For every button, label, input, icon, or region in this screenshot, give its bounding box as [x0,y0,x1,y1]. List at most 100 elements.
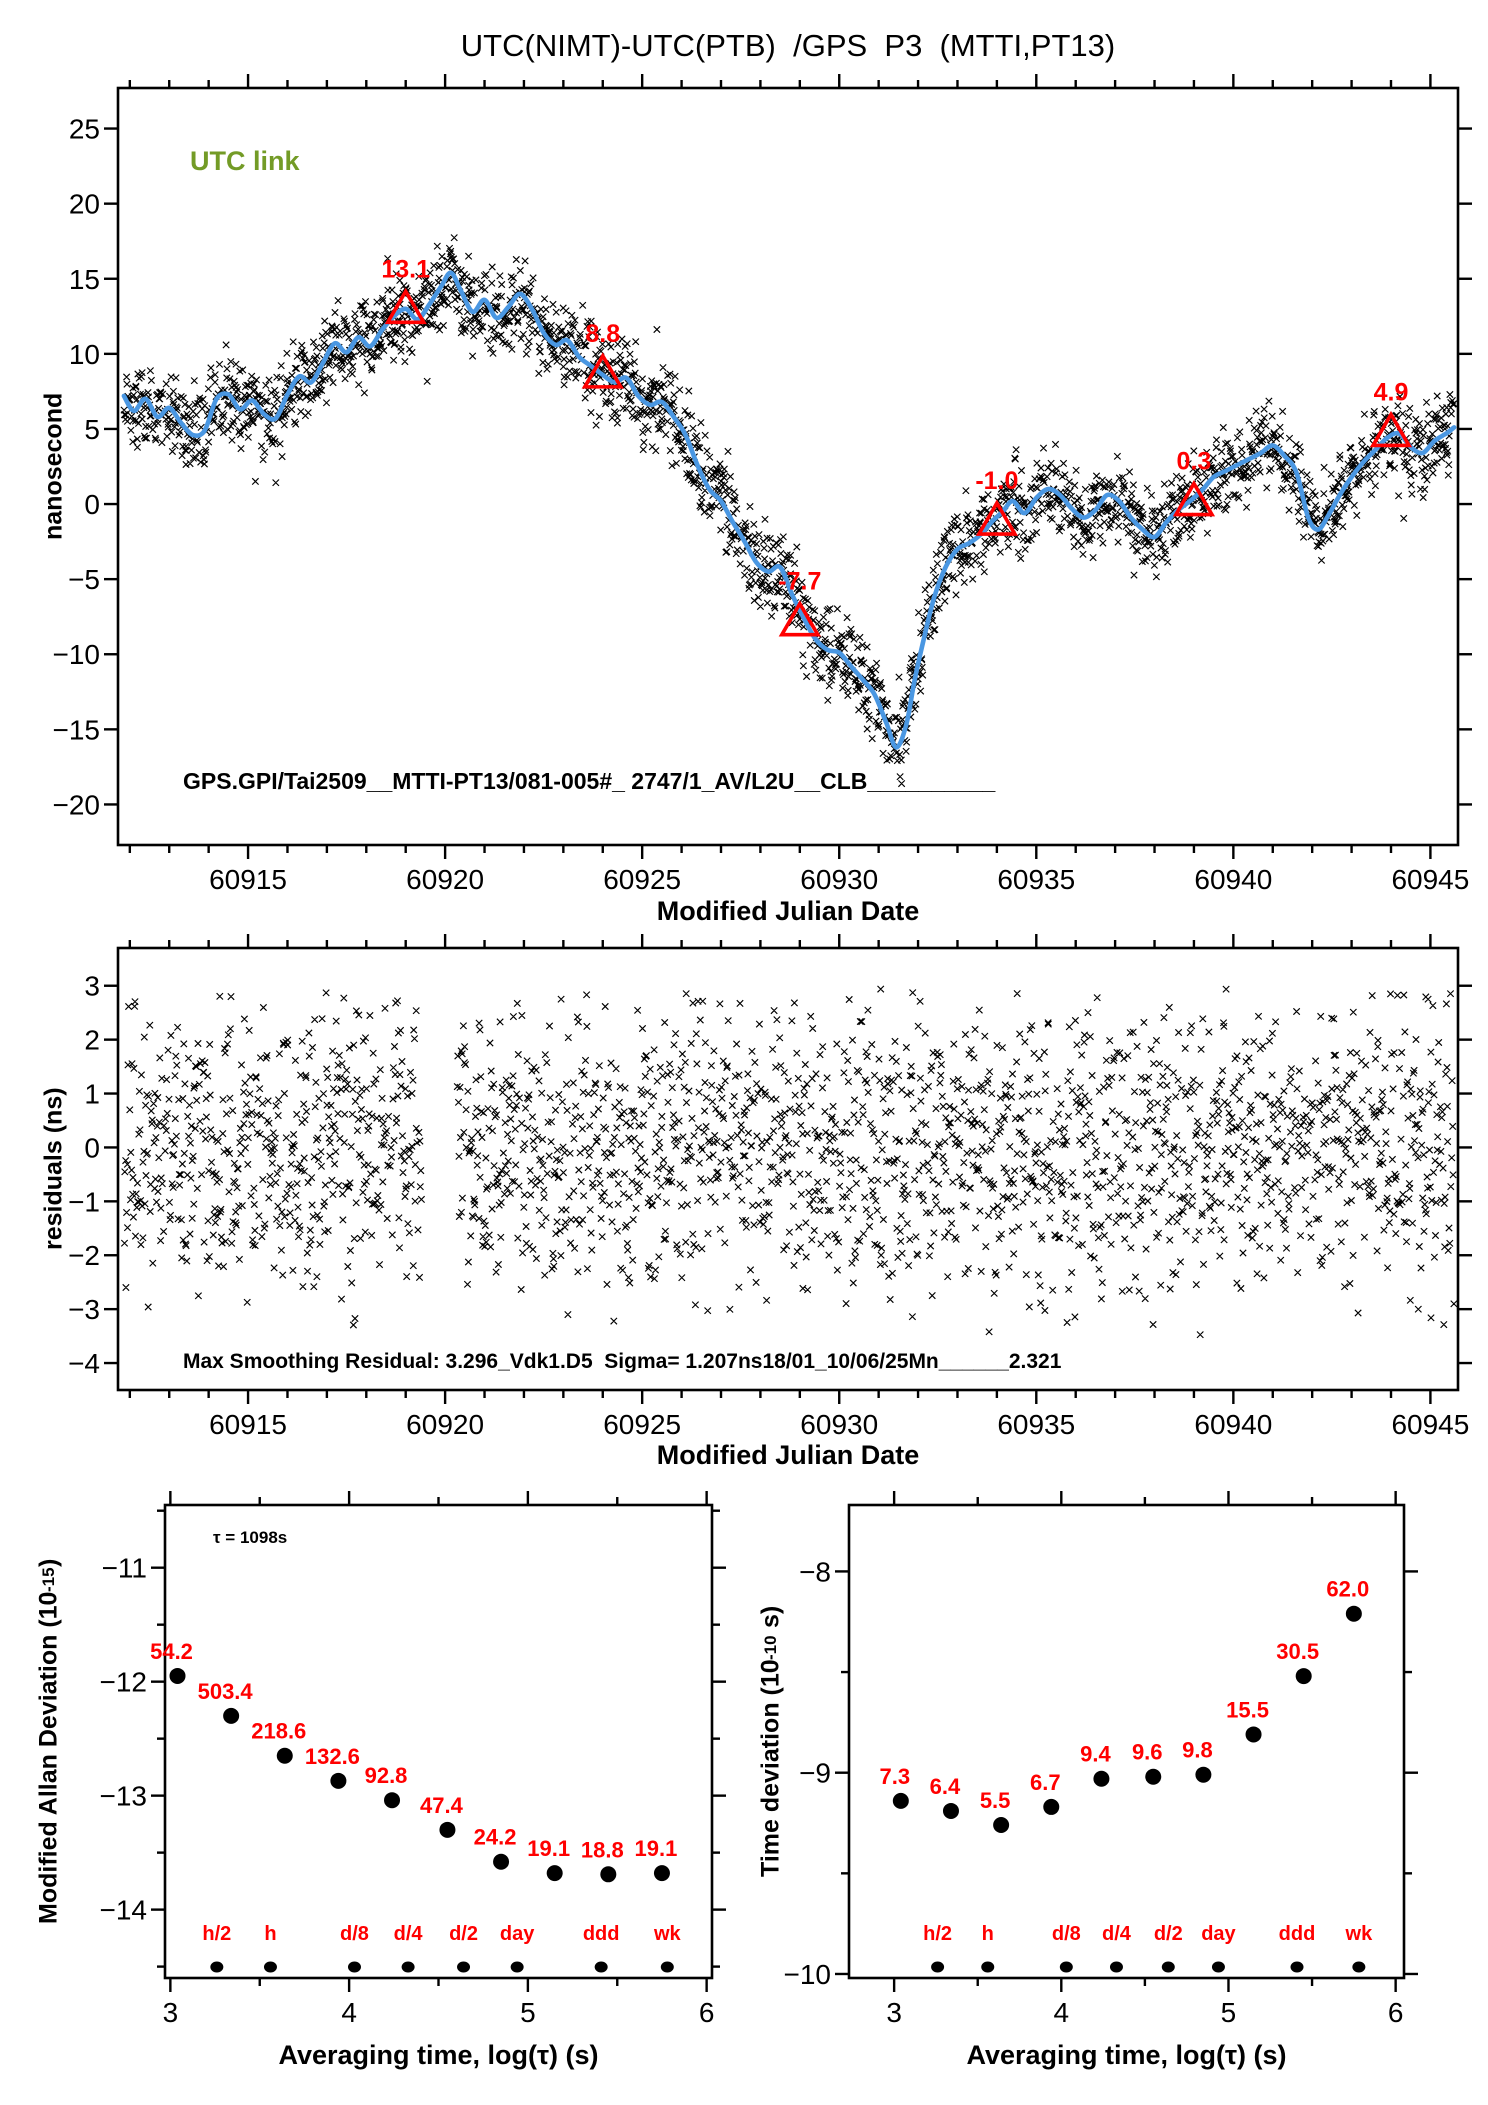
deviation-point [993,1817,1010,1834]
duration-mark [457,1961,471,1973]
svg-text:15: 15 [69,264,100,295]
svg-text:−3: −3 [68,1294,100,1325]
svg-text:60940: 60940 [1194,1409,1272,1440]
deviation-point [493,1853,510,1870]
svg-text:−1: −1 [68,1186,100,1217]
deviation-value-label: 9.6 [1132,1740,1163,1765]
deviation-point [276,1747,293,1764]
svg-text:3: 3 [163,1997,179,2028]
deviation-point [892,1792,909,1809]
duration-mark [1109,1961,1123,1973]
svg-text:60935: 60935 [997,1409,1075,1440]
duration-label: day [500,1923,535,1945]
deviation-value-label: 7.3 [880,1764,911,1789]
duration-mark [347,1961,361,1973]
deviation-point [439,1821,456,1838]
deviation-point [1345,1605,1362,1622]
deviation-value-label: 30.5 [1276,1639,1319,1664]
duration-mark [263,1961,277,1973]
residuals-panel: 60915 60920 60925 60930 60935 60940 60945 3 2 1 0 −… [68,934,1472,1440]
tdev-xaxis-label: Averaging time, log(τ) (s) [966,2040,1287,2070]
duration-label: day [1201,1923,1236,1945]
deviation-value-label: 6.7 [1030,1770,1061,1795]
calibration-triangle [384,287,427,325]
deviation-value-label: 6.4 [930,1774,961,1799]
deviation-point [546,1865,563,1882]
deviation-value-label: 132.6 [305,1744,360,1769]
deviation-value-label: 19.1 [527,1836,570,1861]
deviation-value-label: 218.6 [251,1719,306,1744]
svg-text:−12: −12 [100,1667,148,1698]
svg-text:0: 0 [84,489,100,520]
deviation-point [1145,1768,1162,1785]
svg-text:−11: −11 [102,1553,147,1584]
tdev-panel: 3 4 5 6 −8 −9 −10 7.3 6.4 5.5 6.7 9.4 9.6 9.8 15.5 30.5… [784,1491,1418,2028]
duration-label: h/2 [202,1923,231,1945]
scatter-points [120,234,1458,788]
svg-text:1: 1 [84,1079,100,1110]
duration-mark [1211,1961,1225,1973]
deviation-value-label: 9.4 [1080,1742,1111,1767]
svg-text:−9: −9 [799,1758,831,1789]
duration-mark [1290,1961,1304,1973]
duration-label: ddd [583,1923,620,1945]
svg-text:−13: −13 [100,1781,148,1812]
duration-label: d/4 [1102,1923,1132,1945]
svg-text:60945: 60945 [1391,864,1469,895]
deviation-point [223,1707,240,1724]
calibration-triangle [1172,479,1216,517]
deviation-point [653,1865,670,1882]
svg-text:60920: 60920 [406,1409,484,1440]
duration-label: ddd [1279,1923,1316,1945]
page-title: UTC(NIMT)-UTC(PTB) /GPS P3 (MTTI,PT13) [460,28,1116,63]
calibration-value-label: 4.9 [1374,378,1409,406]
svg-text:4: 4 [1054,1997,1070,2028]
svg-text:60920: 60920 [406,864,484,895]
scatter-points [120,985,1458,1339]
calibration-value-label: -1.0 [975,467,1018,495]
duration-label: h [982,1923,994,1945]
deviation-point [600,1866,617,1883]
deviation-value-label: 19.1 [635,1836,678,1861]
duration-label: d/8 [340,1923,369,1945]
deviation-value-label: 503.4 [198,1679,254,1704]
duration-mark [210,1961,224,1973]
timeseries-yaxis-label: nanosecond [39,392,68,541]
duration-label: d/2 [449,1923,478,1945]
svg-text:20: 20 [69,189,100,220]
duration-mark [1352,1961,1366,1973]
deviation-point [330,1772,347,1789]
svg-text:5: 5 [520,1997,536,2028]
svg-text:−8: −8 [799,1556,831,1587]
deviation-value-label: 15.5 [1226,1697,1269,1722]
svg-text:3: 3 [886,1997,902,2028]
svg-text:60925: 60925 [603,864,681,895]
duration-mark [401,1961,415,1973]
time-series-panel: 13.1 8.8 -7.7 -1.0 0.3 4.9 60915 60920 60925 6093… [53,74,1472,895]
duration-mark [660,1961,674,1973]
svg-text:6: 6 [1388,1997,1404,2028]
deviation-value-label: 54.2 [150,1639,193,1664]
deviation-value-label: 5.5 [980,1788,1011,1813]
svg-text:−20: −20 [53,789,101,820]
calibration-value-label: 0.3 [1177,448,1212,476]
svg-text:60945: 60945 [1391,1409,1469,1440]
calibration-triangle [1369,410,1413,448]
deviation-value-label: 9.8 [1182,1738,1213,1763]
deviation-value-label: 47.4 [420,1793,464,1818]
deviation-point [1295,1668,1312,1685]
deviation-point [1093,1770,1110,1787]
calibration-triangle [581,352,624,389]
tau-annotation: τ = 1098s [213,1528,288,1547]
duration-mark [981,1961,995,1973]
svg-text:60930: 60930 [800,1409,878,1440]
svg-text:10: 10 [69,339,100,370]
svg-text:60935: 60935 [997,864,1075,895]
utc-link-label: UTC link [190,146,300,176]
deviation-point [1195,1766,1212,1783]
residuals-xaxis-label: Modified Julian Date [656,1440,920,1470]
deviation-value-label: 24.2 [474,1825,517,1850]
svg-text:60930: 60930 [800,864,878,895]
